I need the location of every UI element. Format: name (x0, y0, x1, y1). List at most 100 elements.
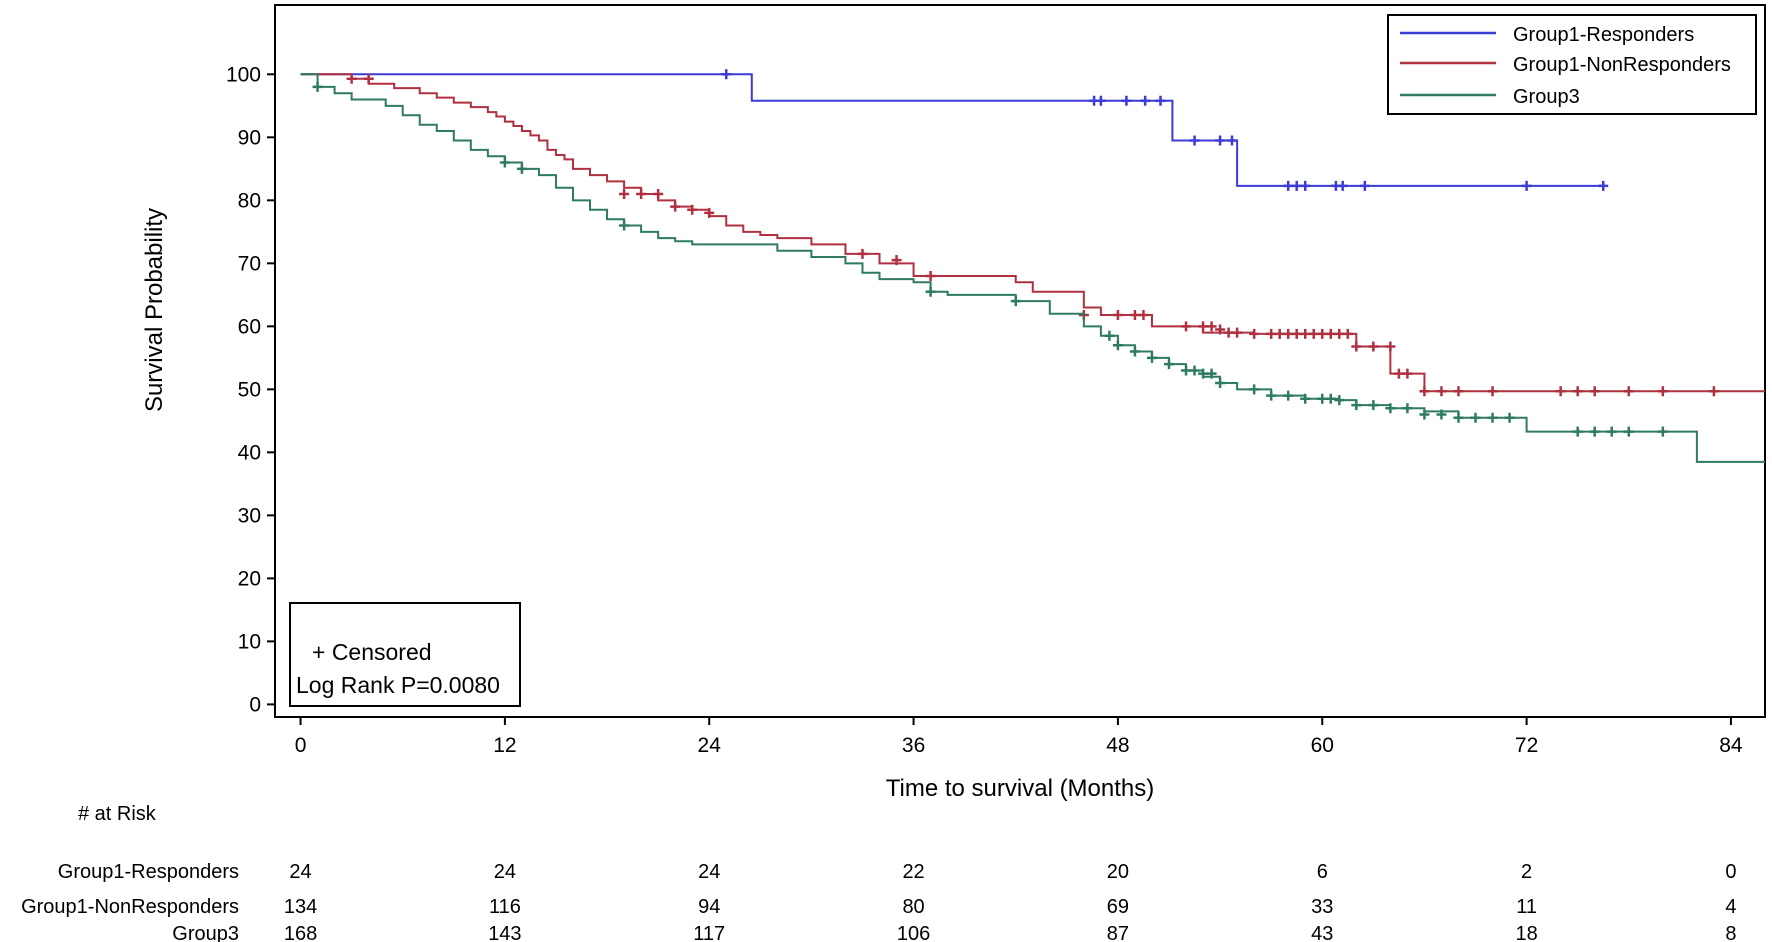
y-axis-title: Survival Probability (141, 208, 168, 412)
y-tick-label: 80 (238, 189, 261, 212)
at-risk-value: 6 (1317, 861, 1328, 883)
censor-mark (1325, 328, 1336, 339)
at-risk-value: 11 (1516, 896, 1537, 918)
censor-mark (1104, 330, 1115, 341)
censor-mark (1436, 409, 1447, 420)
censor-mark (1010, 296, 1021, 307)
at-risk-value: 8 (1725, 923, 1736, 942)
censor-mark (1487, 386, 1498, 397)
censor-mark (1140, 95, 1151, 106)
censor-mark (1112, 310, 1123, 321)
x-tick-label: 36 (902, 734, 925, 757)
censor-mark (1249, 384, 1260, 395)
censor-mark (1572, 426, 1583, 437)
censor-mark (1227, 135, 1238, 146)
censor-mark (1181, 321, 1192, 332)
at-risk-table: Group1-Responders 24 24 24 22 20 6 2 0Group1-Non… (21, 861, 1736, 942)
censor-mark (1657, 426, 1668, 437)
y-tick-label: 10 (238, 630, 261, 653)
censor-mark (1121, 95, 1132, 106)
x-tick-label: 0 (295, 734, 307, 757)
stats-inset-box (289, 602, 521, 707)
censor-mark (636, 189, 647, 200)
at-risk-value: 24 (698, 861, 720, 883)
censor-mark (721, 69, 732, 80)
at-risk-title: # at Risk (78, 803, 157, 825)
at-risk-value: 18 (1515, 923, 1537, 942)
censor-mark (619, 220, 630, 231)
censor-mark (1300, 328, 1311, 339)
censor-mark (1249, 328, 1260, 339)
at-risk-value: 2 (1521, 861, 1532, 883)
censor-mark (1283, 180, 1294, 191)
x-tick-label: 84 (1719, 734, 1743, 757)
series-line-2 (300, 73, 1765, 393)
legend: Group1-Responders Group1-NonResponders G… (1387, 14, 1757, 115)
censor-mark (891, 255, 902, 266)
censor-mark (1589, 426, 1600, 437)
censor-mark (1708, 386, 1719, 397)
censor-mark (1181, 365, 1192, 376)
censored-note: + Censored (312, 639, 432, 665)
censor-mark (1308, 328, 1319, 339)
censor-mark (1198, 368, 1209, 379)
censor-mark (1555, 386, 1566, 397)
at-risk-value: 4 (1725, 896, 1736, 918)
censor-mark (1337, 180, 1348, 191)
censor-mark (1589, 386, 1600, 397)
censor-mark (1623, 386, 1634, 397)
y-tick-label: 100 (226, 63, 261, 86)
at-risk-row-label: Group1-NonResponders (21, 896, 239, 918)
censor-mark (1112, 340, 1123, 351)
censor-mark (1198, 321, 1209, 332)
censor-mark (1325, 393, 1336, 404)
censor-mark (1283, 390, 1294, 401)
censor-mark (1368, 400, 1379, 411)
x-tick-label: 60 (1311, 734, 1334, 757)
censor-mark (925, 286, 936, 297)
censor-mark (1657, 386, 1668, 397)
at-risk-value: 94 (698, 896, 720, 918)
censor-mark (1129, 310, 1140, 321)
censor-mark (1419, 386, 1430, 397)
censor-mark (1504, 412, 1515, 423)
censor-mark (1385, 403, 1396, 414)
censor-mark (1453, 412, 1464, 423)
censor-mark (1351, 341, 1362, 352)
at-risk-value: 106 (897, 923, 930, 942)
at-risk-value: 20 (1107, 861, 1129, 883)
x-tick-label: 24 (698, 734, 722, 757)
at-risk-value: 24 (289, 861, 311, 883)
at-risk-value: 24 (494, 861, 516, 883)
censor-mark (1189, 365, 1200, 376)
censor-mark (1317, 393, 1328, 404)
censor-mark (1572, 386, 1583, 397)
series-layer (300, 69, 1765, 463)
censor-mark (1402, 403, 1413, 414)
series-line-3 (300, 73, 1765, 463)
censor-mark (653, 189, 664, 200)
censor-mark (1206, 321, 1217, 332)
censor-mark (1368, 341, 1379, 352)
censor-mark (670, 201, 681, 212)
censor-mark (1146, 352, 1157, 363)
censor-mark (1419, 409, 1430, 420)
censor-mark (1155, 95, 1166, 106)
x-tick-label: 48 (1106, 734, 1129, 757)
censor-mark (1453, 386, 1464, 397)
censor-mark (346, 73, 357, 84)
at-risk-row-label: Group1-Responders (58, 861, 239, 883)
at-risk-value: 134 (284, 896, 317, 918)
censor-mark (1291, 328, 1302, 339)
censor-mark (1598, 180, 1609, 191)
legend-box (1387, 14, 1757, 115)
censor-mark (363, 73, 374, 84)
censor-mark (1402, 368, 1413, 379)
y-tick-label: 20 (238, 567, 261, 590)
censor-mark (619, 189, 630, 200)
at-risk-value: 33 (1311, 896, 1333, 918)
censor-mark (925, 270, 936, 281)
censor-mark (687, 204, 698, 215)
at-risk-value: 87 (1107, 923, 1129, 942)
